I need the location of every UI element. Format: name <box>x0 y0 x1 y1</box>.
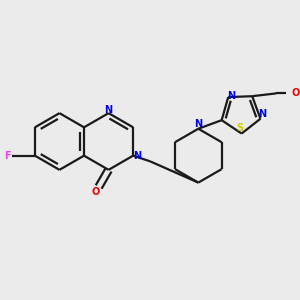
Text: S: S <box>237 123 244 133</box>
Text: N: N <box>228 91 236 101</box>
Text: N: N <box>133 151 141 161</box>
Text: O: O <box>92 187 100 197</box>
Text: N: N <box>258 109 266 118</box>
Text: F: F <box>4 151 11 161</box>
Text: N: N <box>104 105 112 115</box>
Text: O: O <box>291 88 300 98</box>
Text: N: N <box>194 119 202 130</box>
